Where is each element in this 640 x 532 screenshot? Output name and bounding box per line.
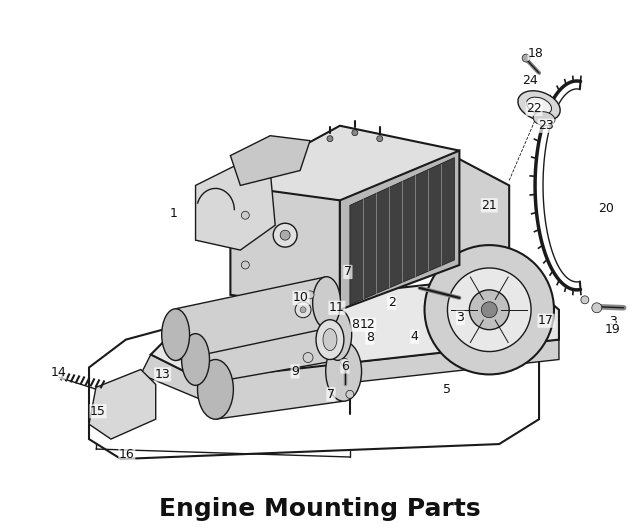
Text: 2: 2 — [388, 296, 396, 309]
Text: 16: 16 — [119, 447, 134, 461]
Circle shape — [241, 211, 250, 219]
Text: 8: 8 — [351, 318, 359, 331]
Ellipse shape — [162, 309, 189, 361]
Ellipse shape — [198, 360, 234, 419]
Circle shape — [522, 54, 530, 62]
Polygon shape — [230, 186, 340, 310]
Ellipse shape — [533, 112, 555, 126]
Ellipse shape — [313, 277, 340, 328]
Polygon shape — [175, 277, 326, 361]
Text: 19: 19 — [605, 323, 621, 336]
Polygon shape — [350, 157, 454, 305]
Polygon shape — [141, 339, 559, 400]
Circle shape — [303, 353, 313, 362]
Circle shape — [241, 261, 250, 269]
Polygon shape — [340, 151, 460, 310]
Text: 11: 11 — [329, 301, 345, 314]
Text: 9: 9 — [291, 365, 299, 378]
Text: 24: 24 — [522, 74, 538, 87]
Circle shape — [352, 130, 358, 136]
Ellipse shape — [182, 334, 209, 385]
Polygon shape — [196, 309, 338, 385]
Circle shape — [273, 223, 297, 247]
Circle shape — [295, 302, 311, 318]
Polygon shape — [89, 369, 156, 439]
Circle shape — [346, 390, 354, 398]
Text: 5: 5 — [444, 383, 451, 396]
Circle shape — [306, 291, 314, 299]
Circle shape — [469, 290, 509, 330]
Polygon shape — [440, 148, 509, 290]
Circle shape — [592, 303, 602, 313]
Polygon shape — [230, 136, 310, 186]
Text: 20: 20 — [598, 202, 614, 215]
Circle shape — [280, 230, 290, 240]
Text: 12: 12 — [360, 318, 376, 331]
Ellipse shape — [326, 342, 362, 401]
Text: 13: 13 — [155, 368, 171, 381]
Circle shape — [581, 296, 589, 304]
Text: 7: 7 — [327, 388, 335, 401]
Text: 18: 18 — [528, 47, 544, 60]
Text: 1: 1 — [170, 207, 177, 220]
Circle shape — [377, 136, 383, 142]
Text: 15: 15 — [90, 405, 106, 418]
Text: 10: 10 — [293, 292, 309, 304]
Text: 21: 21 — [481, 199, 497, 212]
Text: 7: 7 — [344, 265, 352, 278]
Circle shape — [481, 302, 497, 318]
Ellipse shape — [324, 309, 351, 360]
Ellipse shape — [518, 91, 560, 121]
Text: 3: 3 — [609, 315, 617, 328]
Polygon shape — [196, 165, 275, 250]
Ellipse shape — [527, 97, 552, 114]
Text: 14: 14 — [51, 366, 66, 379]
Polygon shape — [216, 342, 344, 419]
Polygon shape — [151, 275, 559, 379]
Text: 3: 3 — [456, 311, 465, 324]
Ellipse shape — [316, 320, 344, 360]
Circle shape — [327, 136, 333, 142]
Circle shape — [424, 245, 554, 375]
Text: 23: 23 — [538, 119, 554, 132]
Circle shape — [447, 268, 531, 352]
Text: 22: 22 — [526, 102, 542, 115]
Polygon shape — [230, 126, 460, 210]
Text: 4: 4 — [411, 330, 419, 343]
Ellipse shape — [323, 329, 337, 351]
Circle shape — [300, 307, 306, 313]
Text: 6: 6 — [341, 360, 349, 373]
Text: 17: 17 — [538, 314, 554, 327]
Circle shape — [341, 359, 349, 367]
Text: Engine Mounting Parts: Engine Mounting Parts — [159, 497, 481, 521]
Text: 8: 8 — [366, 331, 374, 344]
